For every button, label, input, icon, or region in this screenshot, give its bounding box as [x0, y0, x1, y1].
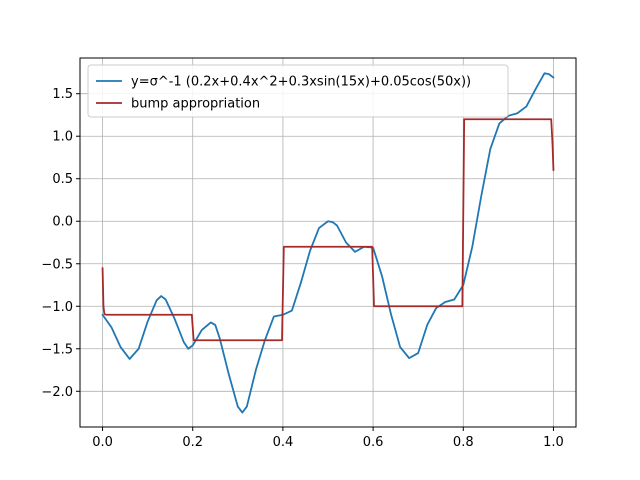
x-tick-label: 0.2	[182, 435, 203, 450]
y-tick-label: −0.5	[41, 257, 73, 272]
legend-label: y=σ^-1 (0.2x+0.4x^2+0.3xsin(15x)+0.05cos…	[131, 75, 471, 90]
axis-ticks: 0.0 0.2 0.4 0.6 0.8 1.0 −2.0 −1.5 −1.0 −0.5 0.0 0.5…	[41, 87, 563, 450]
y-tick-label: 1.5	[52, 87, 73, 102]
series-line-1	[101, 72, 555, 414]
x-tick-label: 0.6	[363, 435, 384, 450]
y-tick-label: 0.5	[52, 172, 73, 187]
legend: y=σ^-1 (0.2x+0.4x^2+0.3xsin(15x)+0.05cos…	[87, 64, 509, 118]
y-tick-label: 0.0	[52, 215, 73, 230]
axes-frame	[79, 57, 577, 428]
x-tick-label: 0.4	[273, 435, 294, 450]
legend-box	[87, 64, 509, 118]
legend-label: bump appropriation	[131, 97, 260, 112]
x-tick-label: 0.8	[453, 435, 474, 450]
y-tick-label: −1.0	[41, 300, 73, 315]
y-tick-label: −2.0	[41, 385, 73, 400]
x-tick-label: 1.0	[543, 435, 564, 450]
series-line-2	[101, 118, 555, 342]
y-tick-label: 1.0	[52, 130, 73, 145]
y-tick-label: −1.5	[41, 342, 73, 357]
plot-area	[101, 72, 555, 414]
x-tick-label: 0.0	[92, 435, 113, 450]
